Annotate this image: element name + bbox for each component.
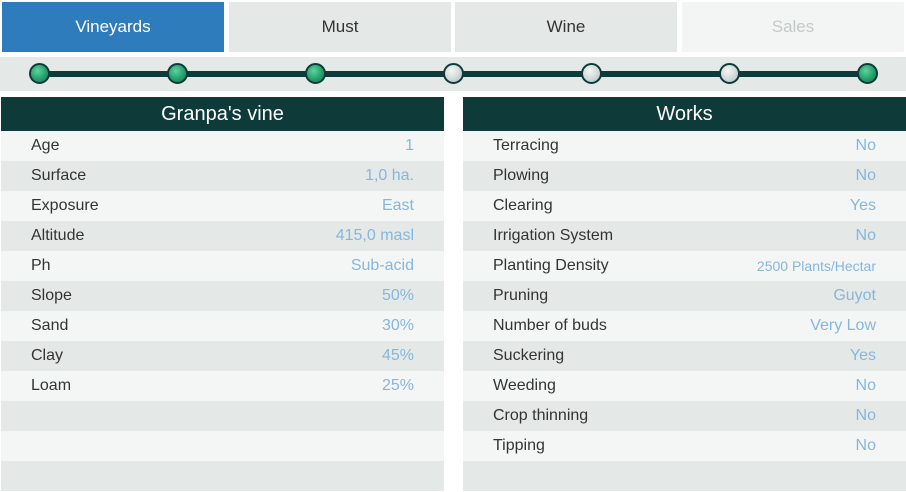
vineyard-detail-row: Loam 25% bbox=[1, 371, 444, 401]
work-row-label: Weeding bbox=[493, 377, 556, 394]
vineyard-detail-row: Exposure East bbox=[1, 191, 444, 221]
work-row-label: Crop thinning bbox=[493, 407, 589, 424]
vineyard-detail-row-label: Slope bbox=[31, 287, 72, 304]
vineyard-detail-row-value: 30% bbox=[381, 317, 414, 334]
work-row: Clearing Yes bbox=[463, 191, 906, 221]
vineyard-detail-row-label: Exposure bbox=[31, 197, 99, 214]
work-row: Suckering Yes bbox=[463, 341, 906, 371]
work-row-value: Very Low bbox=[810, 317, 876, 334]
work-row-value: Yes bbox=[849, 347, 876, 364]
step-6-dot[interactable] bbox=[719, 63, 740, 84]
work-row: Planting Density 2500 Plants/Hectar bbox=[463, 251, 906, 281]
work-row-value: No bbox=[855, 377, 876, 394]
step-1-dot[interactable] bbox=[29, 63, 50, 84]
vineyard-detail-row: Clay 45% bbox=[1, 341, 444, 371]
step-2-dot[interactable] bbox=[167, 63, 188, 84]
vineyard-detail-row-label: Surface bbox=[31, 167, 87, 184]
work-row-label: Clearing bbox=[493, 197, 553, 214]
step-3-dot[interactable] bbox=[305, 63, 326, 84]
work-row-value: Guyot bbox=[833, 287, 876, 304]
work-row-value: No bbox=[855, 137, 876, 154]
vineyard-detail-row-value: 45% bbox=[381, 347, 414, 364]
vineyard-detail-row-value: 415,0 masl bbox=[335, 227, 414, 244]
work-row-label: Tipping bbox=[493, 437, 545, 454]
vineyard-detail-row-label: Clay bbox=[31, 347, 64, 364]
tab-bar: Vineyards Must Wine Sales bbox=[0, 0, 906, 52]
vineyard-detail-row bbox=[1, 401, 444, 431]
work-row-value: No bbox=[855, 167, 876, 184]
vineyard-details-list: Age 1 Surface 1,0 ha. Exposure East Altitude 41… bbox=[1, 131, 444, 491]
works-list: Terracing No Plowing No Clearing Yes Irrigatio… bbox=[463, 131, 906, 491]
tab-must[interactable]: Must bbox=[229, 2, 451, 52]
vineyard-detail-row bbox=[1, 461, 444, 491]
work-row: Tipping No bbox=[463, 431, 906, 461]
work-row-value: Yes bbox=[849, 197, 876, 214]
work-row-label: Irrigation System bbox=[493, 227, 614, 244]
vineyard-detail-row: Slope 50% bbox=[1, 281, 444, 311]
work-row: Irrigation System No bbox=[463, 221, 906, 251]
vineyard-detail-row-label: Loam bbox=[31, 377, 72, 394]
vineyard-details-panel: Granpa's vine Age 1 Surface 1,0 ha. Exposure… bbox=[1, 97, 444, 491]
progress-stepper bbox=[0, 57, 906, 91]
work-row-label: Number of buds bbox=[493, 317, 607, 334]
vineyard-detail-row: Sand 30% bbox=[1, 311, 444, 341]
work-row: Plowing No bbox=[463, 161, 906, 191]
tab-wine[interactable]: Wine bbox=[455, 2, 677, 52]
work-row-label: Pruning bbox=[493, 287, 549, 304]
work-row: Weeding No bbox=[463, 371, 906, 401]
vineyard-detail-row-label: Age bbox=[31, 137, 60, 154]
work-row-value: No bbox=[855, 227, 876, 244]
tab-sales[interactable]: Sales bbox=[682, 2, 904, 52]
step-5-dot[interactable] bbox=[581, 63, 602, 84]
vineyard-detail-row-label: Sand bbox=[31, 317, 69, 334]
work-row-value: No bbox=[855, 437, 876, 454]
work-row: Pruning Guyot bbox=[463, 281, 906, 311]
vineyard-detail-row-value: 50% bbox=[381, 287, 414, 304]
work-row-label: Planting Density bbox=[493, 257, 609, 274]
works-panel: Works Terracing No Plowing No Clearing Yes Irr… bbox=[463, 97, 906, 491]
vineyard-detail-row-value: Sub-acid bbox=[350, 257, 414, 274]
work-row-value: 2500 Plants/Hectar bbox=[756, 258, 876, 274]
work-row: Crop thinning No bbox=[463, 401, 906, 431]
step-7-dot[interactable] bbox=[857, 63, 878, 84]
step-4-dot[interactable] bbox=[443, 63, 464, 84]
work-row-label: Suckering bbox=[493, 347, 565, 364]
vineyard-detail-row-value: 1 bbox=[405, 137, 414, 154]
vineyard-detail-row: Ph Sub-acid bbox=[1, 251, 444, 281]
vineyard-detail-row-value: 25% bbox=[381, 377, 414, 394]
vineyard-detail-row-label: Altitude bbox=[31, 227, 85, 244]
work-row bbox=[463, 461, 906, 491]
work-row-value: No bbox=[855, 407, 876, 424]
work-row-label: Plowing bbox=[493, 167, 550, 184]
vineyard-detail-row: Surface 1,0 ha. bbox=[1, 161, 444, 191]
vineyard-detail-row bbox=[1, 431, 444, 461]
work-row: Terracing No bbox=[463, 131, 906, 161]
vineyard-detail-row-value: East bbox=[381, 197, 414, 214]
work-row-label: Terracing bbox=[493, 137, 559, 154]
vineyard-detail-row: Altitude 415,0 masl bbox=[1, 221, 444, 251]
vineyard-title: Granpa's vine bbox=[1, 97, 444, 131]
tab-vineyards[interactable]: Vineyards bbox=[2, 2, 224, 52]
vineyard-detail-row: Age 1 bbox=[1, 131, 444, 161]
work-row: Number of buds Very Low bbox=[463, 311, 906, 341]
vineyard-detail-row-value: 1,0 ha. bbox=[365, 167, 414, 184]
vineyard-detail-row-label: Ph bbox=[31, 257, 51, 274]
works-title: Works bbox=[463, 97, 906, 131]
